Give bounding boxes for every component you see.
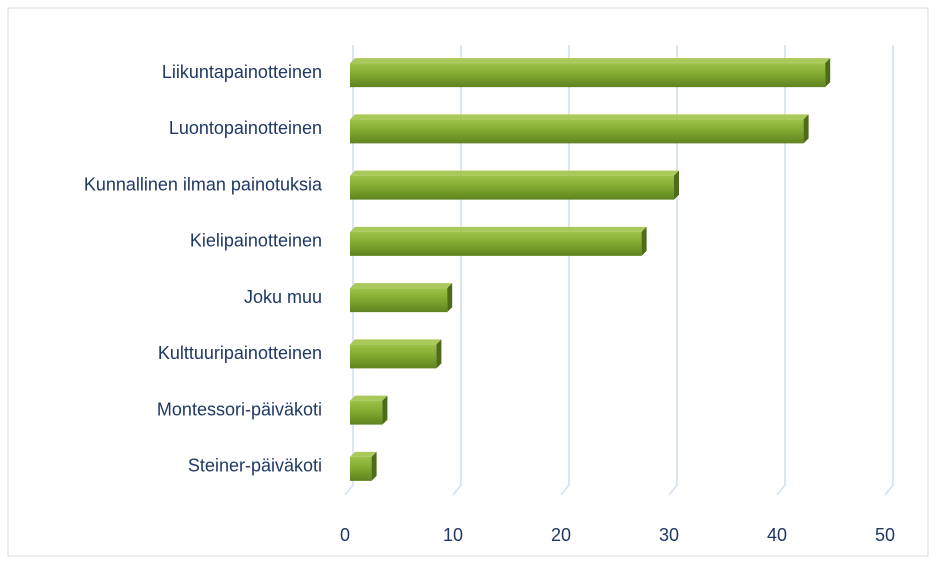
x-tick-label: 20	[551, 525, 571, 545]
x-tick-label: 0	[340, 525, 350, 545]
y-tick-label: Luontopainotteinen	[169, 118, 322, 138]
x-tick-label: 40	[767, 525, 787, 545]
y-tick-label: Joku muu	[244, 287, 322, 307]
y-tick-label: Kulttuuripainotteinen	[158, 343, 322, 363]
y-tick-label: Montessori-päiväkoti	[157, 399, 322, 419]
grid-line	[776, 45, 786, 496]
chart-frame	[7, 7, 929, 557]
grid-line	[884, 45, 894, 496]
bar	[350, 339, 442, 369]
bar	[350, 451, 377, 481]
x-tick-label: 10	[443, 525, 463, 545]
bar	[350, 395, 388, 425]
y-tick-label: Steiner-päiväkoti	[188, 456, 322, 476]
bar	[350, 283, 453, 313]
bar	[350, 58, 831, 88]
x-tick-label: 50	[875, 525, 895, 545]
x-tick-label: 30	[659, 525, 679, 545]
bar	[350, 170, 679, 200]
y-tick-label: Kielipainotteinen	[190, 231, 322, 251]
y-tick-label: Liikuntapainotteinen	[162, 62, 322, 82]
bar	[350, 114, 809, 144]
bar	[350, 226, 647, 256]
y-tick-label: Kunnallinen ilman painotuksia	[84, 174, 323, 194]
